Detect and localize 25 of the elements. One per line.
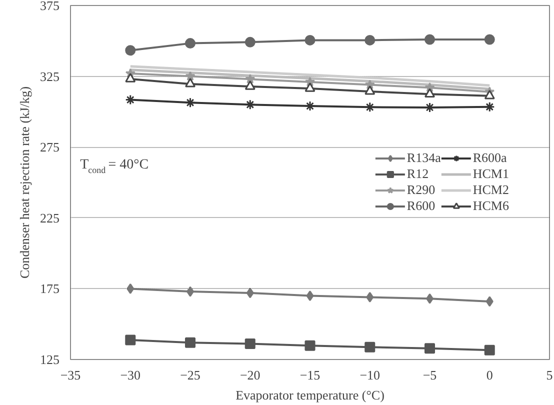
legend-label: R600 [406,198,436,214]
x-tick-label: −10 [360,368,380,382]
legend-label: R600a [472,150,507,166]
x-tick-label: 0 [486,368,493,382]
y-axis-title: Condenser heat rejection rate (kJ/kg) [17,86,32,279]
y-tick-label: 175 [40,281,60,296]
x-tick-label: −30 [120,368,141,382]
legend-label: R134a [406,150,441,166]
y-tick-label: 275 [40,140,60,155]
legend-label: R290 [406,182,436,198]
x-tick-label: −35 [60,368,81,382]
legend-label: R12 [406,166,429,182]
legend-label: HCM6 [472,198,509,214]
x-tick-label: −5 [422,368,437,382]
legend-label: HCM2 [472,182,509,198]
y-tick-label: 325 [40,68,60,84]
x-tick-label: −20 [240,368,260,382]
x-axis-title: Evaporator temperature (°C) [236,388,384,402]
x-tick-label: −25 [180,368,200,382]
y-tick-label: 225 [40,210,60,226]
x-tick-label: −15 [300,368,320,382]
x-tick-label: 5 [546,368,553,382]
y-tick-label: 375 [40,0,60,13]
y-tick-label: 125 [40,352,60,367]
legend-label: HCM1 [472,166,509,182]
